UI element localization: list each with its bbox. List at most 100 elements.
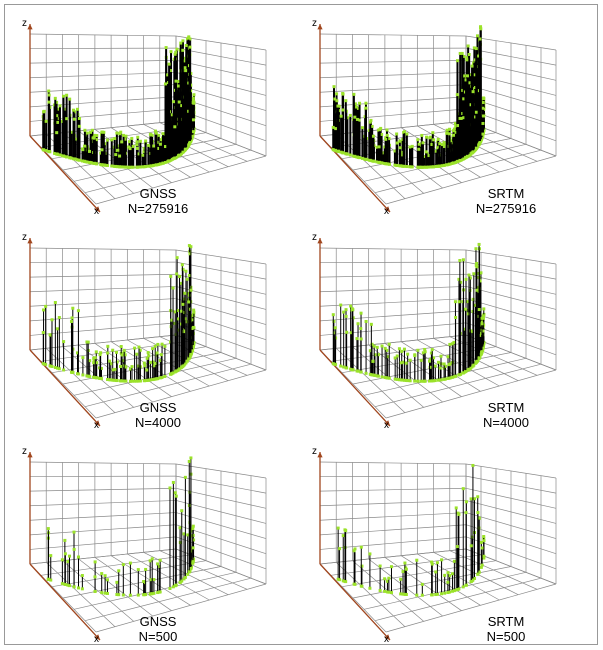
point [106,344,110,348]
point [447,376,451,380]
point [72,117,76,121]
point [333,97,337,101]
point [345,116,349,120]
point [479,27,483,31]
source-label: GNSS [140,186,177,201]
point [452,340,456,344]
point [461,97,465,101]
grid-line [319,500,467,507]
point [137,345,141,349]
point [368,158,372,162]
point [124,379,128,383]
point [113,378,117,382]
point [436,137,440,141]
grid-line [319,298,467,307]
count-label: N=500 [487,629,526,644]
point [118,132,122,136]
grid-line [319,96,467,108]
point [395,132,399,136]
grid-line [159,336,248,376]
point [479,352,483,356]
grid-line [29,96,177,108]
point [113,367,117,371]
point [151,347,155,351]
point [434,570,438,574]
grid-line [29,33,177,37]
x-axis-head [94,634,100,640]
point [187,300,191,304]
point [184,147,188,151]
point [48,364,52,368]
point [383,346,387,350]
point [136,593,140,597]
point [436,360,440,364]
count-label: N=275916 [128,201,188,216]
x-axis [29,349,101,427]
point [177,80,181,84]
point [152,377,156,381]
point [421,165,425,169]
point [457,512,461,516]
point [167,159,171,163]
point [144,139,148,143]
point [76,372,80,376]
point [103,591,107,595]
source-label: GNSS [140,614,177,629]
point [399,577,403,581]
point [159,138,163,142]
point [65,117,69,121]
point [83,128,87,132]
point [450,375,454,379]
point [47,93,51,97]
point [384,137,388,141]
point [153,129,157,133]
x-axis [319,135,391,213]
point [385,128,389,132]
point [344,314,348,318]
point [188,45,192,49]
point [338,547,342,551]
point [463,74,467,78]
grid-line [319,322,467,336]
point [423,379,427,383]
grid-line [319,33,467,37]
point [102,163,106,167]
point [178,274,182,278]
point [130,136,134,140]
point [184,269,188,273]
point [384,162,388,166]
grid-line [319,461,467,465]
point [111,368,115,372]
grid-line [29,334,177,351]
point [191,345,195,349]
point [443,573,447,577]
point [351,368,355,372]
point [339,364,343,368]
grid-line [29,524,177,536]
point [181,39,185,43]
point [187,274,191,278]
point [428,165,432,169]
point [171,286,175,290]
point [421,141,425,145]
point [189,288,193,292]
point [72,157,76,161]
point [186,572,190,576]
point [423,347,427,351]
point [482,554,486,558]
point [480,350,484,354]
point [474,146,478,150]
point [94,162,98,166]
point [176,84,180,88]
point [106,351,110,355]
point [341,534,345,538]
point [465,154,469,158]
x-axis-label: x [94,206,99,217]
point [389,565,393,569]
point [401,592,405,596]
grid-line [319,120,467,137]
point [442,377,446,381]
point [399,378,403,382]
point [448,127,452,131]
point [47,149,51,153]
